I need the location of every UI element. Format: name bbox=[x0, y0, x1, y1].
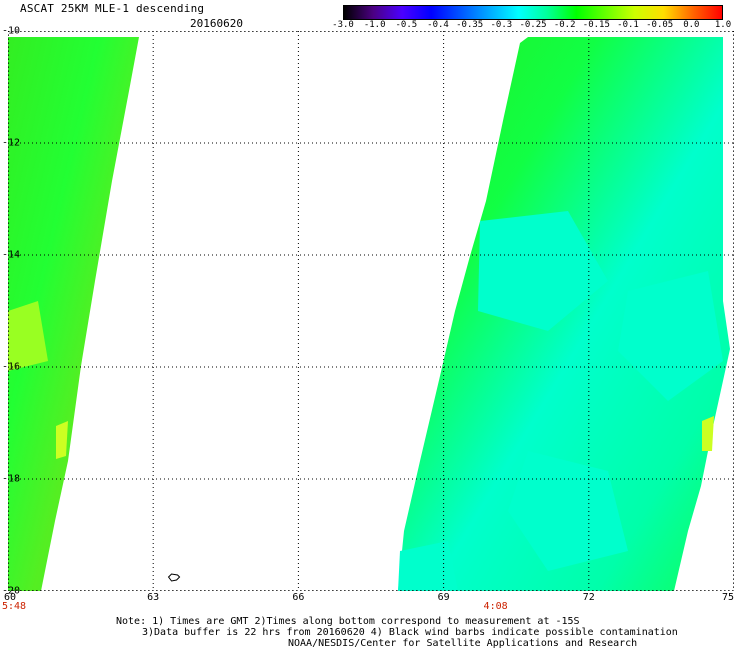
color-scale-tick-label: -0.15 bbox=[582, 20, 610, 30]
color-scale-tick-label: -0.1 bbox=[617, 20, 639, 30]
color-scale-labels: -3.0 -1.0 -0.5 -0.4 -0.35 -0.3 -0.25 -0.2 -0.15-… bbox=[330, 20, 740, 30]
color-scale-tick-label: -1.0 bbox=[363, 20, 386, 30]
color-scale-tick-label: -3.0 bbox=[332, 20, 354, 30]
map-title: ASCAT 25KM MLE-1 descending bbox=[20, 2, 205, 15]
color-scale-tick-label: -0.2 bbox=[553, 20, 576, 30]
color-scale-tick-label: -0.05 bbox=[646, 20, 674, 30]
color-scale-tick-label: -0.4 bbox=[427, 20, 449, 30]
longitude-label: 69 bbox=[437, 592, 450, 603]
longitude-label: 75 bbox=[721, 592, 735, 603]
latitude-label: -16 bbox=[2, 361, 21, 373]
note-line-1: Note: 1) Times are GMT 2)Times along bot… bbox=[116, 616, 580, 627]
color-scale-tick-label: -0.3 bbox=[490, 20, 513, 30]
latitude-label: -10 bbox=[2, 25, 21, 37]
wind-cyan-region bbox=[398, 541, 458, 591]
color-scale-tick-label: 1.0 bbox=[714, 20, 732, 30]
map-date: 20160620 bbox=[190, 17, 243, 30]
color-scale-tick-label: 0.0 bbox=[683, 20, 700, 30]
wind-map-plot bbox=[8, 31, 734, 591]
longitude-label: 60 bbox=[3, 592, 17, 603]
island-outline bbox=[167, 573, 181, 582]
color-scale-tick-label: -0.25 bbox=[519, 20, 547, 30]
wind-cyan-region bbox=[508, 451, 628, 571]
latitude-label: -14 bbox=[2, 249, 21, 261]
wind-yellowgreen-region bbox=[56, 421, 68, 459]
wind-cyan-region bbox=[478, 211, 608, 331]
note-line-2: 3)Data buffer is 22 hrs from 20160620 4)… bbox=[142, 627, 678, 638]
time-label: 5:48 bbox=[1, 601, 27, 612]
latitude-label: -12 bbox=[2, 137, 21, 149]
wind-swath-west bbox=[8, 37, 139, 591]
wind-cyan-region bbox=[618, 271, 723, 401]
wind-yellowgreen-region bbox=[8, 301, 48, 371]
color-scale-bar bbox=[343, 5, 723, 20]
wind-yellowgreen-region bbox=[702, 416, 714, 451]
latitude-label: -18 bbox=[2, 473, 21, 485]
note-line-3: NOAA/NESDIS/Center for Satellite Applica… bbox=[288, 638, 638, 649]
latitude-label: -20 bbox=[2, 585, 21, 597]
time-label: 4:08 bbox=[483, 601, 508, 612]
color-scale-tick-label: -0.5 bbox=[395, 20, 418, 30]
color-scale-tick-label: -0.35 bbox=[456, 20, 484, 30]
longitude-label: 63 bbox=[147, 592, 160, 603]
longitude-label: 66 bbox=[292, 592, 305, 603]
longitude-label: 72 bbox=[582, 592, 595, 603]
